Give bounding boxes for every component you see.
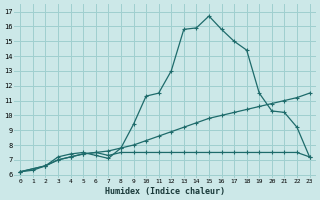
- X-axis label: Humidex (Indice chaleur): Humidex (Indice chaleur): [105, 187, 225, 196]
